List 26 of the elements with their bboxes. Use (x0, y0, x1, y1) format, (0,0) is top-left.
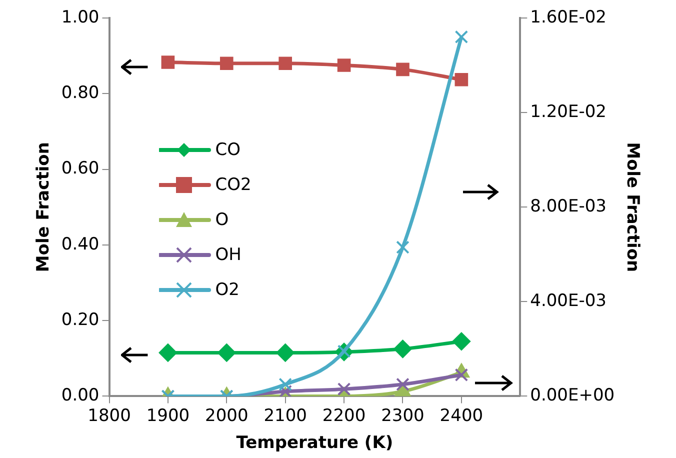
legend-label: O (215, 210, 229, 230)
x-tick-label: 1800 (88, 406, 131, 426)
x-tick-label: 2300 (381, 406, 424, 426)
y2-tick-label: 0.00E+00 (530, 386, 615, 406)
y2-tick-label: 8.00E-03 (530, 196, 606, 217)
legend-label: CO (215, 140, 241, 160)
y-tick-label: 0.20 (61, 310, 100, 330)
y-tick-label: 0.00 (61, 386, 100, 406)
x-tick-label: 2000 (205, 406, 248, 426)
y2-tick-label: 4.00E-03 (530, 291, 606, 312)
legend-label: OH (215, 244, 242, 265)
legend-label: CO2 (215, 174, 252, 195)
y-axis-title: Mole Fraction (34, 142, 54, 272)
y2-tick-label: 1.60E-02 (530, 7, 606, 28)
y-tick-label: 0.80 (61, 83, 100, 104)
y-tick-label: 1.00 (61, 7, 100, 28)
x-axis-title: Temperature (K) (236, 433, 394, 454)
y2-axis-title: Mole Fraction (622, 142, 642, 272)
y-tick-label: 0.60 (61, 158, 100, 179)
x-tick-label: 2200 (322, 406, 366, 426)
x-tick-label: 1900 (146, 406, 190, 426)
y-tick-label: 0.40 (61, 234, 100, 254)
y2-tick-label: 1.20E-02 (530, 102, 606, 122)
x-tick-label: 2400 (440, 406, 484, 426)
x-tick-label: 2100 (264, 406, 307, 426)
legend-label: O2 (215, 280, 240, 300)
